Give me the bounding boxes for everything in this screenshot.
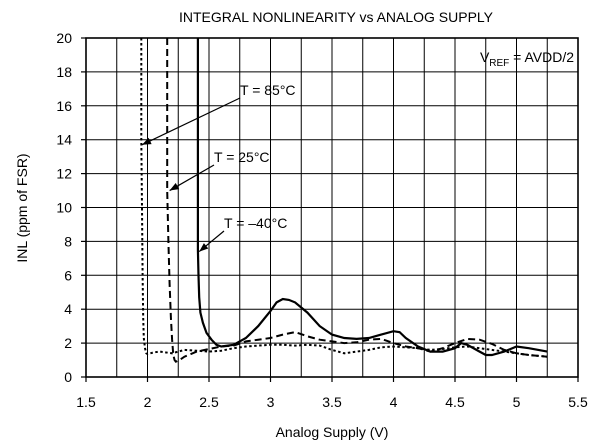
annotation-arrowhead-0 bbox=[142, 137, 152, 145]
x-tick-label: 2.5 bbox=[199, 394, 219, 410]
annotation-arrowhead-2 bbox=[199, 243, 209, 252]
x-tick-label: 1.5 bbox=[76, 394, 96, 410]
x-axis-title: Analog Supply (V) bbox=[276, 424, 389, 440]
y-tick-label: 0 bbox=[64, 369, 72, 385]
x-tick-label: 2 bbox=[144, 394, 152, 410]
y-tick-labels: 0 2 4 6 8 10 12 14 16 18 20 bbox=[56, 30, 72, 385]
annotation-label-1: T = 25°C bbox=[214, 149, 270, 165]
y-tick-label: 20 bbox=[56, 30, 72, 46]
x-tick-label: 3.5 bbox=[322, 394, 342, 410]
x-tick-labels: 1.5 2 2.5 3 3.5 4 4.5 5 5.5 bbox=[76, 394, 588, 410]
series-layer bbox=[140, 38, 548, 363]
annotation-label-2: T = –40°C bbox=[224, 215, 287, 231]
x-tick-label: 5.5 bbox=[568, 394, 588, 410]
vref-rest: = AVDD/2 bbox=[509, 49, 574, 65]
y-tick-label: 16 bbox=[56, 98, 72, 114]
y-tick-label: 12 bbox=[56, 166, 72, 182]
series-line-1 bbox=[166, 38, 548, 363]
y-tick-label: 4 bbox=[64, 301, 72, 317]
x-tick-label: 4.5 bbox=[445, 394, 465, 410]
x-tick-label: 4 bbox=[390, 394, 398, 410]
x-tick-label: 5 bbox=[513, 394, 521, 410]
x-tick-label: 3 bbox=[267, 394, 275, 410]
y-tick-label: 8 bbox=[64, 233, 72, 249]
annotation-label-0: T = 85°C bbox=[240, 82, 296, 98]
y-tick-label: 6 bbox=[64, 267, 72, 283]
chart-title: INTEGRAL NONLINEARITY vs ANALOG SUPPLY bbox=[179, 9, 494, 25]
y-tick-label: 14 bbox=[56, 132, 72, 148]
series-line-2 bbox=[196, 38, 548, 357]
vref-subscript: REF bbox=[489, 58, 509, 69]
y-tick-label: 2 bbox=[64, 335, 72, 351]
ticks bbox=[81, 37, 579, 382]
y-axis-title: INL (ppm of FSR) bbox=[14, 153, 30, 262]
y-tick-label: 18 bbox=[56, 64, 72, 80]
annotation-layer: T = 85°C T = 25°C T = –40°C bbox=[141, 82, 296, 253]
vref-main: V bbox=[480, 49, 490, 65]
annotation-arrowhead-1 bbox=[169, 183, 180, 191]
y-tick-label: 10 bbox=[56, 200, 72, 216]
grid bbox=[86, 38, 578, 377]
annotation-arrow-0 bbox=[141, 97, 241, 146]
vref-note: VREF = AVDD/2 bbox=[480, 49, 574, 69]
